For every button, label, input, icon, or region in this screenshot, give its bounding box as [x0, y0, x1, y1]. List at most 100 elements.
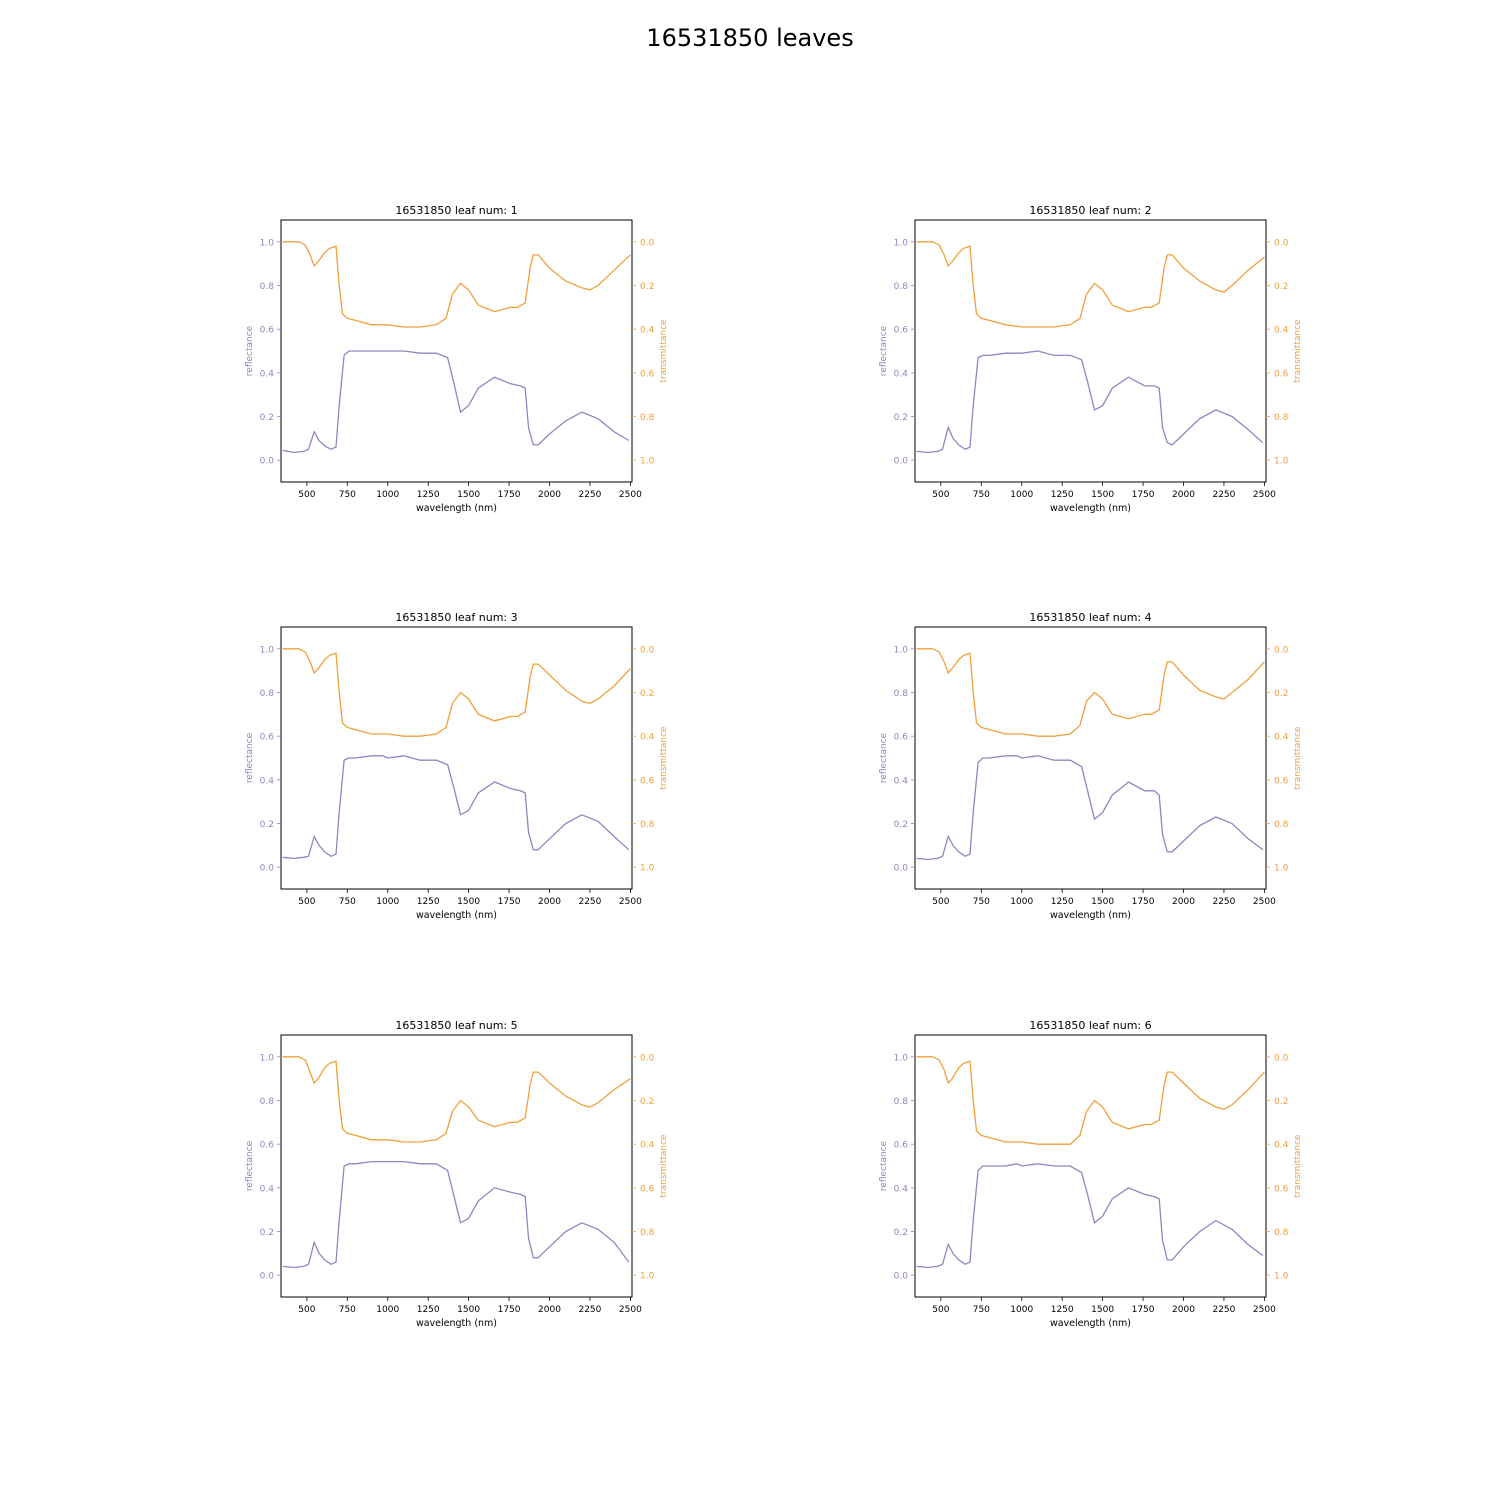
x-tick-label: 2500 — [619, 897, 642, 907]
chart-panel-2: 16531850 leaf num: 2 500 750 1000 1250 1500 17… — [879, 204, 1303, 514]
chart-panel-5: 16531850 leaf num: 5 500 750 1000 1250 1500 17… — [245, 1019, 669, 1329]
plot-frame — [914, 626, 1267, 890]
y-right-tick-label: 0.2 — [1274, 1097, 1288, 1107]
y-left-axis-label: reflectance — [245, 732, 255, 783]
x-tick-label: 2000 — [1172, 490, 1195, 500]
y-right-tick-label: 0.0 — [1274, 645, 1289, 655]
x-tick-label: 2500 — [1253, 1305, 1276, 1315]
y-right-tick-label: 0.8 — [640, 1228, 655, 1238]
y-left-tick-label: 0.4 — [894, 776, 909, 786]
plot-frame — [280, 626, 633, 890]
y-left-tick-label: 0.4 — [894, 369, 909, 379]
y-left-tick-label: 0.4 — [260, 369, 275, 379]
transmittance-line — [916, 1056, 1265, 1145]
y-right-tick-label: 0.8 — [640, 820, 655, 830]
y-right-tick-label: 1.0 — [1274, 864, 1289, 874]
y-left-tick-label: 0.4 — [260, 1184, 275, 1194]
chart-title: 16531850 leaf num: 3 — [395, 611, 517, 624]
y-right-tick-label: 1.0 — [1274, 457, 1289, 467]
y-left-tick-label: 0.2 — [260, 820, 274, 830]
y-right-tick-label: 0.8 — [1274, 820, 1289, 830]
y-left-tick-label: 1.0 — [894, 645, 909, 655]
x-axis-label: wavelength (nm) — [416, 910, 497, 921]
y-left-tick-label: 1.0 — [894, 1053, 909, 1063]
y-right-tick-label: 1.0 — [1274, 1272, 1289, 1282]
y-left-tick-label: 0.6 — [894, 1141, 909, 1151]
y-right-tick-label: 1.0 — [640, 864, 655, 874]
y-right-tick-label: 0.4 — [1274, 326, 1289, 336]
y-right-tick-label: 0.0 — [640, 1053, 655, 1063]
y-left-tick-label: 0.0 — [894, 864, 909, 874]
x-axis-label: wavelength (nm) — [1050, 910, 1131, 921]
x-tick-label: 750 — [973, 897, 990, 907]
x-tick-label: 2250 — [578, 1305, 601, 1315]
y-right-axis-label: transmittance — [659, 1134, 669, 1198]
x-tick-label: 500 — [932, 897, 949, 907]
x-tick-label: 2000 — [1172, 897, 1195, 907]
x-tick-label: 1750 — [498, 490, 521, 500]
y-left-tick-label: 0.6 — [894, 733, 909, 743]
x-tick-label: 2500 — [619, 1305, 642, 1315]
x-tick-label: 500 — [298, 1305, 315, 1315]
y-left-tick-label: 0.4 — [260, 776, 275, 786]
x-tick-label: 750 — [973, 1305, 990, 1315]
x-tick-label: 500 — [298, 897, 315, 907]
chart-panel-3: 16531850 leaf num: 3 500 750 1000 1250 1500 17… — [245, 611, 669, 921]
y-right-tick-label: 0.2 — [640, 689, 654, 699]
y-right-tick-label: 0.4 — [640, 326, 655, 336]
x-tick-label: 1500 — [457, 897, 480, 907]
x-tick-label: 1250 — [1051, 897, 1074, 907]
y-right-axis-label: transmittance — [659, 319, 669, 383]
x-tick-label: 2000 — [538, 490, 561, 500]
plot-frame — [280, 219, 633, 483]
y-left-tick-label: 0.8 — [894, 1097, 909, 1107]
y-left-tick-label: 1.0 — [894, 238, 909, 248]
y-right-tick-label: 0.6 — [640, 369, 655, 379]
x-tick-label: 1750 — [498, 897, 521, 907]
reflectance-line — [916, 1163, 1264, 1269]
y-left-tick-label: 0.2 — [894, 413, 908, 423]
chart-title: 16531850 leaf num: 2 — [1029, 204, 1151, 217]
transmittance-line — [282, 1056, 631, 1143]
y-right-tick-label: 0.6 — [1274, 1184, 1289, 1194]
y-right-tick-label: 0.4 — [640, 1141, 655, 1151]
y-right-tick-label: 0.2 — [1274, 282, 1288, 292]
y-right-tick-label: 0.0 — [1274, 1053, 1289, 1063]
x-tick-label: 1250 — [417, 1305, 440, 1315]
x-tick-label: 1750 — [1132, 490, 1155, 500]
y-left-tick-label: 0.2 — [894, 1228, 908, 1238]
x-tick-label: 2250 — [578, 490, 601, 500]
plot-frame — [914, 1034, 1267, 1298]
y-left-tick-label: 0.6 — [894, 326, 909, 336]
x-tick-label: 2250 — [1212, 897, 1235, 907]
x-tick-label: 2250 — [1212, 1305, 1235, 1315]
x-tick-label: 1000 — [376, 1305, 399, 1315]
x-tick-label: 1250 — [1051, 490, 1074, 500]
x-tick-label: 2000 — [1172, 1305, 1195, 1315]
x-tick-label: 2000 — [538, 897, 561, 907]
x-tick-label: 2250 — [1212, 490, 1235, 500]
reflectance-line — [916, 350, 1264, 454]
y-left-axis-label: reflectance — [879, 732, 889, 783]
y-left-tick-label: 0.0 — [260, 864, 275, 874]
y-right-tick-label: 0.6 — [640, 1184, 655, 1194]
x-axis-label: wavelength (nm) — [416, 1318, 497, 1329]
y-right-tick-label: 0.0 — [640, 645, 655, 655]
x-tick-label: 500 — [932, 1305, 949, 1315]
chart-panel-4: 16531850 leaf num: 4 500 750 1000 1250 1500 17… — [879, 611, 1303, 921]
y-left-tick-label: 0.0 — [260, 1272, 275, 1282]
y-right-tick-label: 0.8 — [1274, 413, 1289, 423]
y-right-tick-label: 0.6 — [640, 776, 655, 786]
y-left-tick-label: 0.6 — [260, 1141, 275, 1151]
x-tick-label: 500 — [932, 490, 949, 500]
reflectance-line — [916, 755, 1264, 861]
x-tick-label: 1500 — [1091, 1305, 1114, 1315]
x-tick-label: 1500 — [1091, 897, 1114, 907]
y-right-tick-label: 1.0 — [640, 457, 655, 467]
x-tick-label: 750 — [339, 490, 356, 500]
y-left-tick-label: 0.6 — [260, 326, 275, 336]
x-tick-label: 1000 — [1010, 897, 1033, 907]
y-left-tick-label: 0.2 — [260, 413, 274, 423]
y-left-tick-label: 0.8 — [894, 282, 909, 292]
y-left-tick-label: 0.2 — [260, 1228, 274, 1238]
